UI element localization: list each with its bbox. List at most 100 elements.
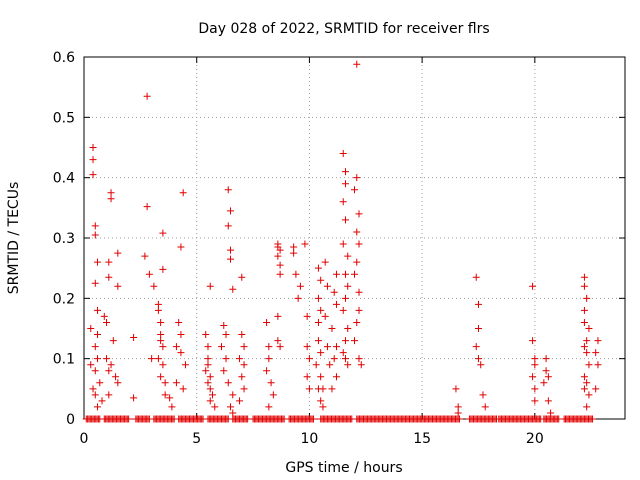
data-point [202, 367, 210, 375]
data-point [276, 270, 284, 278]
data-point [172, 343, 180, 351]
data-point [472, 343, 480, 351]
data-point [103, 355, 111, 363]
data-point [330, 355, 338, 363]
data-point [341, 270, 349, 278]
y-tick-label: 0.2 [53, 291, 75, 307]
data-point [274, 312, 282, 320]
data-point [303, 343, 311, 351]
data-point [208, 391, 216, 399]
data-point [103, 318, 111, 326]
data-point [317, 397, 325, 405]
data-point [229, 391, 237, 399]
data-point [229, 409, 237, 417]
data-point [341, 180, 349, 188]
data-point [91, 391, 99, 399]
data-point [592, 385, 600, 393]
data-point [355, 288, 363, 296]
data-point [263, 367, 271, 375]
data-point [353, 228, 361, 236]
data-point [130, 334, 138, 342]
data-point [143, 203, 151, 211]
data-point [179, 189, 187, 197]
data-point [89, 385, 97, 393]
data-point [236, 355, 244, 363]
data-point [175, 318, 183, 326]
data-point [172, 379, 180, 387]
data-point [202, 331, 210, 339]
data-point [107, 361, 115, 369]
data-points [82, 60, 602, 423]
data-point [454, 403, 462, 411]
x-tick-label: 15 [413, 431, 431, 447]
data-point [547, 409, 555, 417]
data-point [339, 349, 347, 357]
data-point [531, 397, 539, 405]
data-point [353, 258, 361, 266]
data-point [481, 403, 489, 411]
data-point [265, 355, 273, 363]
data-point [323, 343, 331, 351]
data-point [290, 243, 298, 251]
data-point [238, 373, 246, 381]
data-point [474, 355, 482, 363]
data-point [161, 391, 169, 399]
data-point [583, 379, 591, 387]
data-point [145, 270, 153, 278]
data-point [594, 337, 602, 345]
data-point [332, 300, 340, 308]
data-point [477, 361, 485, 369]
data-point [112, 373, 120, 381]
x-tick-label: 10 [301, 431, 319, 447]
grid [84, 57, 625, 419]
data-point [355, 240, 363, 248]
data-point [227, 207, 235, 215]
y-tick-label: 0 [66, 412, 75, 428]
data-point [321, 312, 329, 320]
data-point [227, 255, 235, 263]
data-point [452, 385, 460, 393]
data-point [580, 273, 588, 281]
data-point [314, 318, 322, 326]
data-point [179, 385, 187, 393]
data-point [94, 331, 102, 339]
data-point [114, 249, 122, 257]
data-point [94, 355, 102, 363]
data-point [341, 216, 349, 224]
data-point [589, 415, 597, 423]
data-point [580, 318, 588, 326]
data-point [580, 373, 588, 381]
data-point [148, 355, 156, 363]
data-point [177, 243, 185, 251]
data-point [529, 373, 537, 381]
data-point [583, 403, 591, 411]
data-point [89, 156, 97, 164]
data-point [301, 240, 309, 248]
data-point [91, 367, 99, 375]
y-axis-label: SRMTID / TECUs [6, 182, 22, 295]
data-point [341, 355, 349, 363]
data-point [332, 373, 340, 381]
data-point [276, 343, 284, 351]
data-point [456, 415, 464, 423]
data-point [353, 60, 361, 68]
data-point [94, 258, 102, 266]
data-point [542, 355, 550, 363]
data-point [265, 343, 273, 351]
data-point [529, 282, 537, 290]
data-point [303, 373, 311, 381]
data-point [105, 258, 113, 266]
data-point [177, 349, 185, 357]
data-point [177, 331, 185, 339]
data-point [355, 355, 363, 363]
data-point [222, 331, 230, 339]
data-point [531, 355, 539, 363]
data-point [105, 367, 113, 375]
data-point [314, 294, 322, 302]
data-point [91, 231, 99, 239]
data-point [317, 306, 325, 314]
data-point [87, 325, 95, 332]
data-point [91, 222, 99, 230]
data-point [355, 210, 363, 218]
